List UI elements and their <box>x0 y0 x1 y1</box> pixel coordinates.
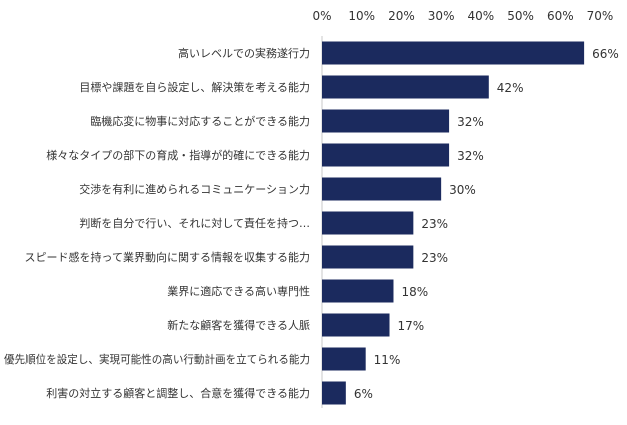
bar <box>322 211 414 235</box>
bar-row: 交渉を有利に進められるコミュニケーション力 30% <box>79 177 476 201</box>
bar <box>322 109 450 133</box>
x-tick-label: 70% <box>587 9 614 23</box>
bar <box>322 313 390 337</box>
bar <box>322 245 414 269</box>
data-label: 30% <box>449 183 476 197</box>
x-tick-label: 10% <box>348 9 375 23</box>
bar-row: 新たな顧客を獲得できる人脈 17% <box>167 313 425 337</box>
x-tick-label: 60% <box>547 9 574 23</box>
bar-row: 臨機応変に物事に対応することができる能力 32% <box>90 109 484 133</box>
category-label: 高いレベルでの実務遂行力 <box>178 46 310 60</box>
category-label: 優先順位を設定し、実現可能性の高い行動計画を立てられる能力 <box>4 352 310 366</box>
data-label: 18% <box>401 285 428 299</box>
bar-row: 様々なタイプの部下の育成・指導が的確にできる能力 32% <box>46 143 484 167</box>
x-tick-label: 50% <box>507 9 534 23</box>
bar-row: 業界に適応できる高い専門性 18% <box>167 279 428 303</box>
bar <box>322 177 442 201</box>
data-label: 17% <box>398 319 425 333</box>
data-label: 32% <box>457 149 484 163</box>
x-tick-label: 40% <box>468 9 495 23</box>
data-label: 6% <box>354 387 373 401</box>
category-label: 様々なタイプの部下の育成・指導が的確にできる能力 <box>46 148 310 162</box>
category-label: 目標や課題を自ら設定し、解決策を考える能力 <box>79 80 310 94</box>
data-label: 66% <box>592 47 619 61</box>
category-label: 臨機応変に物事に対応することができる能力 <box>90 114 310 128</box>
bar-row: 判断を自分で行い、それに対して責任を持つ… 23% <box>79 211 448 235</box>
data-label: 23% <box>421 251 448 265</box>
category-label: 判断を自分で行い、それに対して責任を持つ… <box>79 216 310 230</box>
bar <box>322 279 394 303</box>
data-label: 23% <box>421 217 448 231</box>
x-tick-label: 30% <box>428 9 455 23</box>
category-label: 利害の対立する顧客と調整し、合意を獲得できる能力 <box>46 386 310 400</box>
bar <box>322 41 585 65</box>
category-label: 新たな顧客を獲得できる人脈 <box>167 318 310 332</box>
x-axis-ticks: 0% 10% 20% 30% 40% 50% 60% 70% <box>312 9 613 23</box>
bars: 高いレベルでの実務遂行力 66% 目標や課題を自ら設定し、解決策を考える能力 42% 臨… <box>4 41 619 405</box>
category-label: 交渉を有利に進められるコミュニケーション力 <box>79 182 310 196</box>
bar-row: 優先順位を設定し、実現可能性の高い行動計画を立てられる能力 11% <box>4 347 401 371</box>
x-tick-label: 0% <box>312 9 331 23</box>
bar-row: 利害の対立する顧客と調整し、合意を獲得できる能力 6% <box>46 381 373 405</box>
bar <box>322 347 366 371</box>
bar <box>322 381 346 405</box>
data-label: 42% <box>497 81 524 95</box>
data-label: 11% <box>374 353 401 367</box>
category-label: 業界に適応できる高い専門性 <box>167 284 310 298</box>
bar <box>322 143 450 167</box>
category-label: スピード感を持って業界動向に関する情報を収集する能力 <box>25 250 310 264</box>
x-tick-label: 20% <box>388 9 415 23</box>
bar-row: スピード感を持って業界動向に関する情報を収集する能力 23% <box>25 245 448 269</box>
bar-row: 高いレベルでの実務遂行力 66% <box>178 41 619 65</box>
bar <box>322 75 489 99</box>
bar-row: 目標や課題を自ら設定し、解決策を考える能力 42% <box>79 75 524 99</box>
data-label: 32% <box>457 115 484 129</box>
